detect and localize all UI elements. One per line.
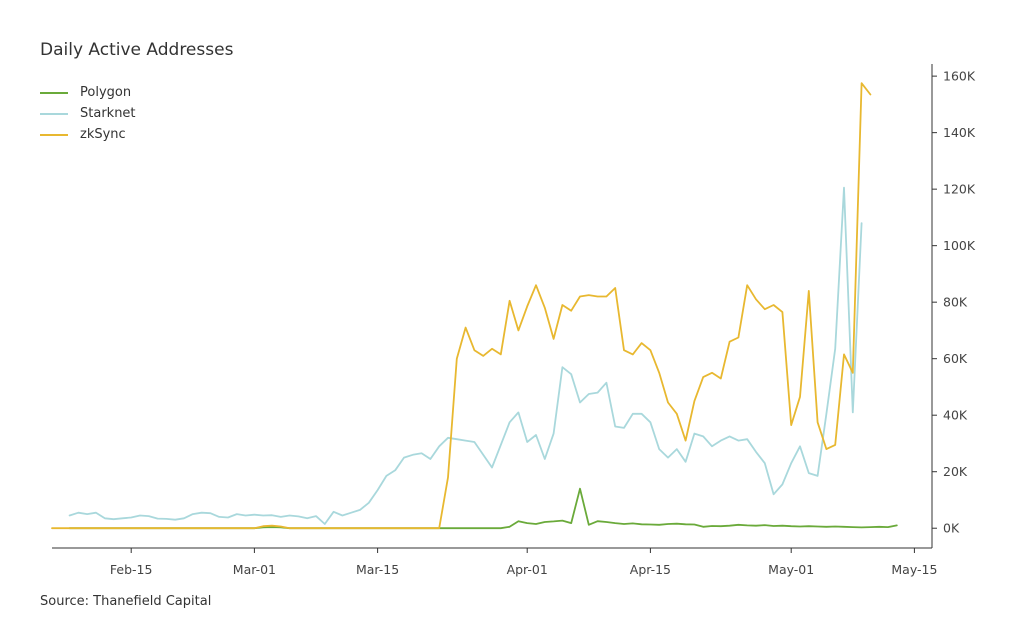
x-tick-label: Apr-01 xyxy=(507,562,548,577)
x-tick-label: Mar-15 xyxy=(356,562,399,577)
x-tick-label: Mar-01 xyxy=(233,562,276,577)
source-note: Source: Thanefield Capital xyxy=(40,594,212,609)
chart-title: Daily Active Addresses xyxy=(40,40,234,60)
legend-item-starknet: Starknet xyxy=(40,103,136,124)
y-tick-label: 80K xyxy=(943,295,968,310)
y-tick-label: 100K xyxy=(943,238,976,253)
y-tick-label: 20K xyxy=(943,464,968,479)
legend-label-starknet: Starknet xyxy=(80,106,136,121)
x-tick-label: May-15 xyxy=(891,562,937,577)
legend-label-polygon: Polygon xyxy=(80,85,132,100)
x-tick-label: Feb-15 xyxy=(110,562,153,577)
legend-swatch-zksync xyxy=(40,133,68,136)
legend-item-zksync: zkSync xyxy=(40,124,136,145)
y-tick-label: 120K xyxy=(943,182,976,197)
y-tick-label: 40K xyxy=(943,408,968,423)
y-tick-label: 140K xyxy=(943,125,976,140)
legend-swatch-polygon xyxy=(40,91,68,94)
x-tick-label: Apr-15 xyxy=(630,562,671,577)
series-line-starknet xyxy=(68,186,863,525)
y-tick-label: 160K xyxy=(943,69,976,84)
x-tick-label: May-01 xyxy=(768,562,814,577)
legend-swatch-starknet xyxy=(40,112,68,115)
y-tick-label: 60K xyxy=(943,351,968,366)
y-tick-label: 0K xyxy=(943,521,960,536)
legend-label-zksync: zkSync xyxy=(80,127,126,142)
chart-legend: Polygon Starknet zkSync xyxy=(40,82,136,145)
series-line-polygon xyxy=(68,487,898,530)
legend-item-polygon: Polygon xyxy=(40,82,136,103)
series-line-zksync xyxy=(51,82,872,530)
